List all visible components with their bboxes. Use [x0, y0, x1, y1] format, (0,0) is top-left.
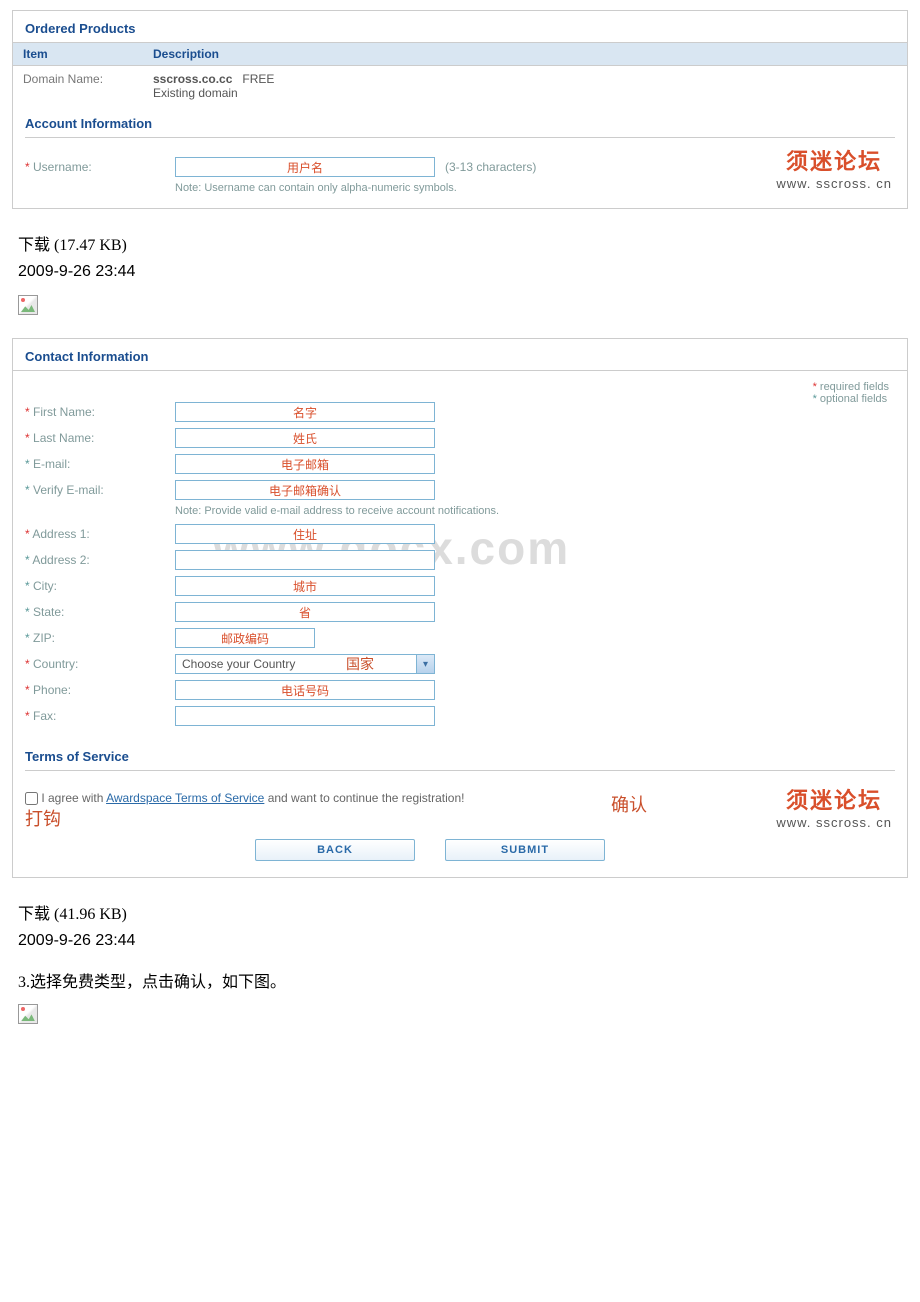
username-note: Note: Username can contain only alpha-nu… [25, 180, 895, 198]
verify-email-input[interactable] [175, 480, 435, 500]
submit-button[interactable]: SUBMIT [445, 839, 605, 861]
phone-input[interactable] [175, 680, 435, 700]
table-row: Domain Name: sscross.co.cc FREE Existing… [13, 66, 907, 106]
ordered-products-heading: Ordered Products [13, 11, 907, 43]
phone-label: * Phone: [25, 683, 175, 697]
tos-area: I agree with Awardspace Terms of Service… [13, 777, 907, 877]
products-table-header: Item Description [13, 43, 907, 66]
tos-link[interactable]: Awardspace Terms of Service [106, 791, 264, 805]
forum-watermark-2: 须迷论坛 www. sscross. cn [776, 783, 892, 830]
country-select[interactable]: Choose your Country 国家 ▾ [175, 654, 435, 674]
col-item-header: Item [13, 43, 143, 65]
city-input[interactable] [175, 576, 435, 596]
tos-heading: Terms of Service [25, 739, 895, 771]
check-annotation: 打钩 [25, 805, 895, 831]
verify-note: Note: Provide valid e-mail address to re… [25, 503, 895, 521]
zip-label: * ZIP: [25, 631, 175, 645]
username-input[interactable] [175, 157, 435, 177]
download-caption-1: 下载 (17.47 KB) [0, 219, 920, 259]
contact-form: www.docx.com * required fields * optiona… [13, 371, 907, 739]
contact-info-panel: Contact Information www.docx.com * requi… [12, 338, 908, 878]
col-desc-header: Description [143, 43, 907, 65]
ordered-products-panel: Ordered Products Item Description Domain… [12, 10, 908, 209]
verify-email-label: * Verify E-mail: [25, 483, 175, 497]
username-hint: (3-13 characters) [445, 160, 536, 174]
domain-name-label: Domain Name: [23, 72, 153, 100]
address2-label: * Address 2: [25, 553, 175, 567]
firstname-input[interactable] [175, 402, 435, 422]
tos-text-post: and want to continue the registration! [264, 791, 464, 805]
fax-label: * Fax: [25, 709, 175, 723]
domain-desc: sscross.co.cc FREE Existing domain [153, 72, 897, 100]
account-form: * Username: (3-13 characters) Note: User… [13, 144, 907, 208]
forum-watermark: 须迷论坛 www. sscross. cn [776, 144, 892, 191]
address1-label: * Address 1: [25, 527, 175, 541]
address2-input[interactable] [175, 550, 435, 570]
tos-checkbox[interactable] [25, 792, 38, 805]
download-caption-2: 下载 (41.96 KB) [0, 888, 920, 928]
domain-value: sscross.co.cc [153, 72, 232, 86]
address1-input[interactable] [175, 524, 435, 544]
timestamp-1: 2009-9-26 23:44 [0, 259, 920, 291]
account-info-heading: Account Information [25, 106, 895, 138]
email-label: * E-mail: [25, 457, 175, 471]
chevron-down-icon: ▾ [416, 655, 434, 673]
domain-sub: Existing domain [153, 86, 238, 100]
submit-annotation: 确认 [611, 791, 647, 817]
broken-image-icon-2 [18, 1004, 38, 1024]
domain-free: FREE [242, 72, 274, 86]
state-input[interactable] [175, 602, 435, 622]
lastname-input[interactable] [175, 428, 435, 448]
fax-input[interactable] [175, 706, 435, 726]
email-input[interactable] [175, 454, 435, 474]
username-label: * Username: [25, 160, 175, 174]
country-label: * Country: [25, 657, 175, 671]
firstname-label: * First Name: [25, 405, 175, 419]
zip-input[interactable] [175, 628, 315, 648]
broken-image-icon [18, 295, 38, 315]
contact-info-heading: Contact Information [13, 339, 907, 371]
lastname-label: * Last Name: [25, 431, 175, 445]
back-button[interactable]: BACK [255, 839, 415, 861]
city-label: * City: [25, 579, 175, 593]
step-3-text: 3.选择免费类型，点击确认，如下图。 [0, 960, 920, 1000]
timestamp-2: 2009-9-26 23:44 [0, 928, 920, 960]
tos-text-pre: I agree with [41, 791, 106, 805]
state-label: * State: [25, 605, 175, 619]
